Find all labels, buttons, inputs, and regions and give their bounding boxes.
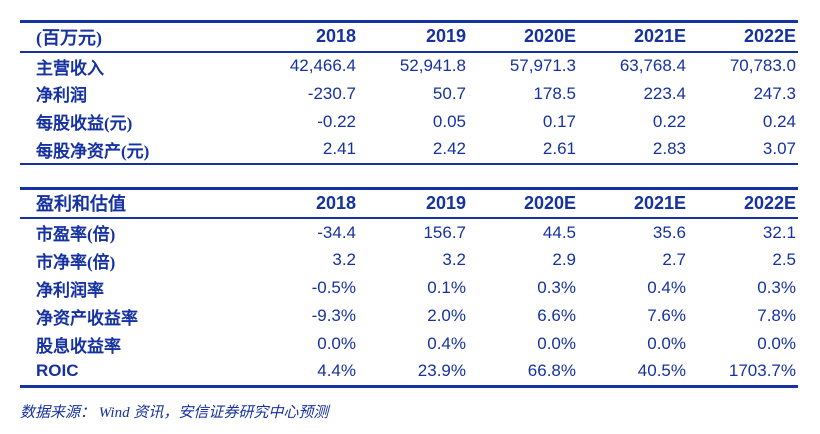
year-header-2020e: 2020E <box>523 192 576 213</box>
valuation-header-row: 盈利和估值 2018 2019 2020E 2021E 2022E <box>20 188 798 218</box>
value-cell: 3.2 <box>442 250 466 269</box>
value-cell: 156.7 <box>423 222 466 242</box>
value-cell: 0.22 <box>652 111 686 131</box>
value-cell: -34.4 <box>317 222 356 242</box>
row-label: ROIC <box>36 361 79 381</box>
value-cell: 2.83 <box>652 139 686 158</box>
row-label: 净利润率 <box>36 280 104 300</box>
year-header-2022e: 2022E <box>743 26 796 47</box>
value-cell: 178.5 <box>533 83 576 103</box>
row-label: 主营收入 <box>36 58 104 78</box>
valuation-title: 盈利和估值 <box>36 194 126 215</box>
table-row: 市净率(倍) 3.2 3.2 2.9 2.7 2.5 <box>20 246 798 274</box>
row-label: 市净率(倍) <box>36 252 116 272</box>
value-cell: 57,971.3 <box>509 56 576 75</box>
value-cell: 3.07 <box>762 139 796 158</box>
value-cell: 66.8% <box>527 361 576 381</box>
value-cell: 1703.7% <box>728 361 796 381</box>
value-cell: 0.1% <box>427 278 466 297</box>
table-row: 每股净资产(元) 2.41 2.42 2.61 2.83 3.07 <box>20 136 798 164</box>
value-cell: 40.5% <box>637 361 686 381</box>
value-cell: -9.3% <box>311 306 356 325</box>
year-header-2022e: 2022E <box>743 192 796 213</box>
value-cell: 247.3 <box>753 83 796 103</box>
value-cell: 0.0% <box>757 334 796 353</box>
data-source-note: 数据来源： Wind 资讯，安信证券研究中心预测 <box>20 404 329 421</box>
value-cell: 0.0% <box>317 334 356 353</box>
row-label: 市盈率(倍) <box>36 225 116 244</box>
year-header-2019: 2019 <box>425 26 466 47</box>
value-cell: 3.2 <box>332 250 356 269</box>
value-cell: 0.4% <box>427 334 466 353</box>
value-cell: 2.0% <box>427 306 466 325</box>
year-header-2021e: 2021E <box>633 192 686 213</box>
value-cell: 63,768.4 <box>619 56 686 75</box>
value-cell: -0.22 <box>317 111 356 131</box>
value-cell: 2.9 <box>552 250 576 269</box>
value-cell: -0.5% <box>311 278 356 297</box>
table-row: 每股收益(元) -0.22 0.05 0.17 0.22 0.24 <box>20 108 798 136</box>
year-header-2019: 2019 <box>425 192 466 213</box>
value-cell: 0.17 <box>542 111 576 131</box>
value-cell: 0.0% <box>537 334 576 353</box>
value-cell: 7.6% <box>647 306 686 325</box>
value-cell: 42,466.4 <box>289 56 356 75</box>
table-row: 股息收益率 0.0% 0.4% 0.0% 0.0% 0.0% <box>20 330 798 358</box>
value-cell: 35.6 <box>652 222 686 242</box>
value-cell: 4.4% <box>317 361 356 381</box>
financials-table: (百万元) 2018 2019 2020E 2021E 2022E 主营收入 4… <box>20 20 798 165</box>
value-cell: 44.5 <box>542 222 576 242</box>
table-row: 净利润率 -0.5% 0.1% 0.3% 0.4% 0.3% <box>20 274 798 302</box>
row-label: 净资产收益率 <box>36 308 138 328</box>
value-cell: 50.7 <box>432 83 466 103</box>
unit-header: (百万元) <box>36 27 102 48</box>
financials-header-row: (百万元) 2018 2019 2020E 2021E 2022E <box>20 22 798 52</box>
table-row: 净利润 -230.7 50.7 178.5 223.4 247.3 <box>20 80 798 108</box>
value-cell: -230.7 <box>307 83 356 103</box>
value-cell: 52,941.8 <box>399 56 466 75</box>
value-cell: 32.1 <box>762 222 796 242</box>
table-row: 净资产收益率 -9.3% 2.0% 6.6% 7.6% 7.8% <box>20 302 798 330</box>
year-header-2018: 2018 <box>315 192 356 213</box>
table-row: 市盈率(倍) -34.4 156.7 44.5 35.6 32.1 <box>20 218 798 246</box>
row-label: 股息收益率 <box>36 336 121 356</box>
value-cell: 0.3% <box>537 278 576 297</box>
value-cell: 6.6% <box>537 306 576 325</box>
year-header-2018: 2018 <box>315 26 356 47</box>
value-cell: 0.05 <box>432 111 466 131</box>
table-row: 主营收入 42,466.4 52,941.8 57,971.3 63,768.4… <box>20 52 798 80</box>
value-cell: 7.8% <box>757 306 796 325</box>
value-cell: 2.7 <box>662 250 686 269</box>
value-cell: 2.41 <box>322 139 356 158</box>
value-cell: 0.24 <box>762 111 796 131</box>
value-cell: 0.4% <box>647 278 686 297</box>
row-label: 每股净资产(元) <box>36 141 150 161</box>
value-cell: 0.0% <box>647 334 686 353</box>
value-cell: 2.5 <box>772 250 796 269</box>
value-cell: 70,783.0 <box>729 56 796 75</box>
value-cell: 0.3% <box>757 278 796 297</box>
value-cell: 2.42 <box>432 139 466 158</box>
valuation-table: 盈利和估值 2018 2019 2020E 2021E 2022E 市盈率(倍)… <box>20 186 798 388</box>
table-row: ROIC 4.4% 23.9% 66.8% 40.5% 1703.7% <box>20 358 798 386</box>
value-cell: 2.61 <box>542 139 576 158</box>
value-cell: 223.4 <box>643 83 686 103</box>
row-label: 净利润 <box>36 86 87 105</box>
row-label: 每股收益(元) <box>36 114 133 133</box>
value-cell: 23.9% <box>417 361 466 381</box>
year-header-2020e: 2020E <box>523 26 576 47</box>
year-header-2021e: 2021E <box>633 26 686 47</box>
